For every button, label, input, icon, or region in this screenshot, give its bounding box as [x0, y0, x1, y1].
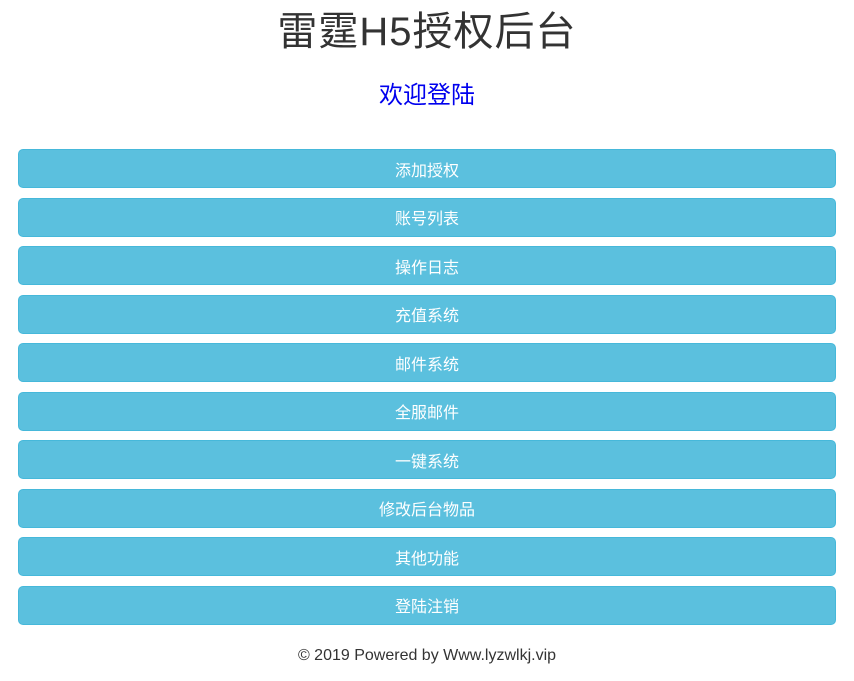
menu-button-6[interactable]: 全服邮件 [18, 391, 836, 431]
menu-button-8[interactable]: 修改后台物品 [18, 488, 836, 528]
menu-button-4[interactable]: 充值系统 [18, 294, 836, 334]
menu-button-3[interactable]: 操作日志 [18, 246, 836, 285]
menu-button-7[interactable]: 一键系统 [18, 440, 836, 479]
menu-button-2[interactable]: 账号列表 [18, 197, 836, 237]
menu-list: 添加授权账号列表操作日志充值系统邮件系统全服邮件一键系统修改后台物品 其他功能登陆… [0, 149, 854, 625]
welcome-section: 欢迎登陆 [0, 82, 854, 110]
welcome-login-link[interactable]: 欢迎登陆 [379, 82, 475, 109]
menu-button-10[interactable]: 登陆注销 [18, 585, 836, 625]
footer-copyright: © 2019 Powered by Www.lyzwlkj.vip [297, 646, 557, 664]
page: 雷霆H5授权后台 欢迎登陆 添加授权账号列表操作日志充值系统邮件系统全服邮件一键… [0, 8, 854, 681]
menu-button-5[interactable]: 邮件系统 [18, 343, 836, 382]
menu-button-9[interactable]: 其他功能 [18, 537, 836, 576]
page-title: 雷霆H5授权后台 [277, 10, 577, 54]
menu-button-1[interactable]: 添加授权 [18, 149, 836, 188]
